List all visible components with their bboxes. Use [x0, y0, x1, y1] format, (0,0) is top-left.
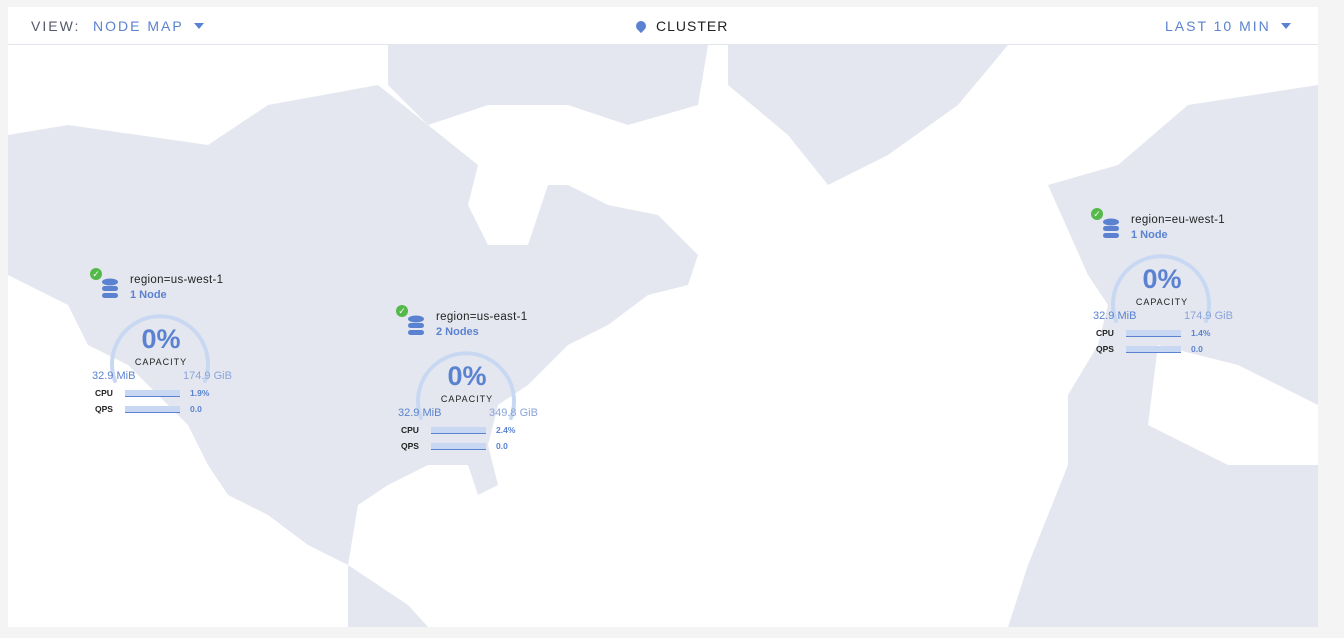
node-map-frame: VIEW: NODE MAP CLUSTER LAST 10 MIN ✓ reg…	[8, 7, 1318, 627]
node-count[interactable]: 1 Node	[1131, 229, 1168, 241]
top-bar: VIEW: NODE MAP CLUSTER LAST 10 MIN	[8, 7, 1318, 45]
total-storage: 174.9 GiB	[183, 370, 232, 382]
qps-value: 0.0	[1191, 344, 1203, 354]
view-label: VIEW:	[31, 18, 81, 34]
qps-row: QPS 0.0	[401, 441, 508, 451]
qps-sparkline	[125, 406, 180, 413]
time-range-dropdown[interactable]: LAST 10 MIN	[1165, 18, 1291, 34]
qps-label: QPS	[95, 404, 113, 414]
chevron-down-icon	[193, 23, 204, 29]
qps-sparkline	[431, 443, 486, 450]
used-storage: 32.9 MiB	[1093, 310, 1137, 322]
check-circle-icon: ✓	[396, 305, 408, 317]
cpu-row: CPU 1.4%	[1096, 328, 1210, 338]
cpu-value: 2.4%	[496, 425, 516, 435]
cpu-value: 1.4%	[1191, 328, 1211, 338]
time-range-value: LAST 10 MIN	[1165, 18, 1271, 34]
view-dropdown[interactable]: NODE MAP	[93, 18, 204, 34]
qps-row: QPS 0.0	[95, 404, 202, 414]
capacity-percent: 0%	[447, 361, 487, 391]
view-value: NODE MAP	[93, 18, 184, 34]
cluster-breadcrumb[interactable]: CLUSTER	[633, 18, 729, 34]
node-count[interactable]: 1 Node	[130, 289, 167, 301]
total-storage: 349.8 GiB	[489, 407, 538, 419]
capacity-gauge	[416, 351, 516, 420]
database-icon	[1103, 218, 1119, 238]
used-storage: 32.9 MiB	[92, 370, 136, 382]
cpu-row: CPU 2.4%	[401, 425, 515, 435]
qps-label: QPS	[1096, 344, 1114, 354]
cpu-sparkline	[431, 427, 486, 434]
cpu-value: 1.9%	[190, 388, 210, 398]
check-circle-icon: ✓	[1091, 208, 1103, 220]
capacity-gauge	[1111, 254, 1211, 323]
region-name: region=us-east-1	[436, 311, 528, 323]
cpu-label: CPU	[95, 388, 113, 398]
check-circle-icon: ✓	[90, 268, 102, 280]
used-storage: 32.9 MiB	[398, 407, 442, 419]
map-pin-icon	[633, 18, 649, 34]
region-name: region=us-west-1	[130, 274, 224, 286]
region-name: region=eu-west-1	[1131, 214, 1225, 226]
cluster-label: CLUSTER	[656, 18, 729, 34]
database-icon	[408, 315, 424, 335]
qps-sparkline	[1126, 346, 1181, 353]
world-map[interactable]	[8, 45, 1318, 627]
qps-label: QPS	[401, 441, 419, 451]
capacity-percent: 0%	[141, 324, 181, 354]
qps-value: 0.0	[496, 441, 508, 451]
capacity-percent: 0%	[1142, 264, 1182, 294]
cpu-sparkline	[125, 390, 180, 397]
chevron-down-icon	[1280, 23, 1291, 29]
capacity-gauge	[110, 314, 210, 383]
total-storage: 174.9 GiB	[1184, 310, 1233, 322]
capacity-label: CAPACITY	[1135, 297, 1189, 307]
database-icon	[102, 278, 118, 298]
qps-row: QPS 0.0	[1096, 344, 1203, 354]
cpu-sparkline	[1126, 330, 1181, 337]
cpu-label: CPU	[401, 425, 419, 435]
capacity-label: CAPACITY	[134, 357, 188, 367]
qps-value: 0.0	[190, 404, 202, 414]
cpu-label: CPU	[1096, 328, 1114, 338]
cpu-row: CPU 1.9%	[95, 388, 209, 398]
capacity-label: CAPACITY	[440, 394, 494, 404]
node-count[interactable]: 2 Nodes	[436, 326, 479, 338]
